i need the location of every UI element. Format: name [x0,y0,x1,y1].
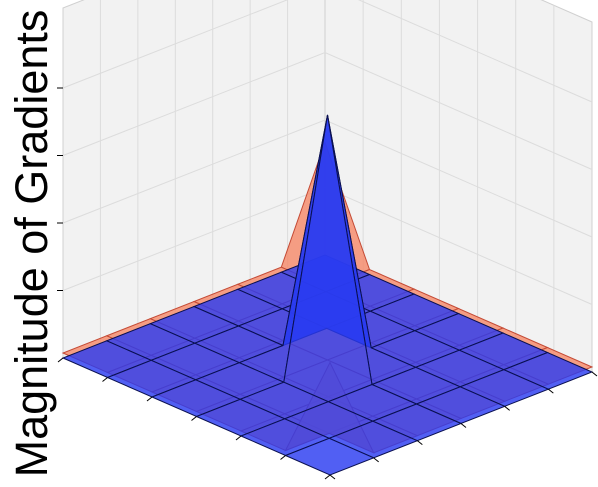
surface-0 [61,114,594,476]
x-tick [57,357,64,363]
x-tick [102,377,108,382]
y-tick [373,457,379,463]
x-tick [280,455,286,460]
x-tick [235,435,242,441]
gridline [62,119,593,238]
y-tick [460,423,467,428]
axis-ticks [57,87,598,480]
x-tick [146,396,153,402]
z-axis-label: Magnitude of Gradients [6,9,57,478]
x-tick [191,416,197,421]
gridline [62,0,593,103]
y-tick [591,371,598,377]
surface-layers [61,114,594,476]
x-tick [324,474,331,480]
y-tick [417,440,423,446]
y-tick [548,388,554,394]
y-tick [504,405,510,411]
axis-gridlines [62,0,593,356]
gridline [62,51,593,170]
y-tick [329,474,336,480]
